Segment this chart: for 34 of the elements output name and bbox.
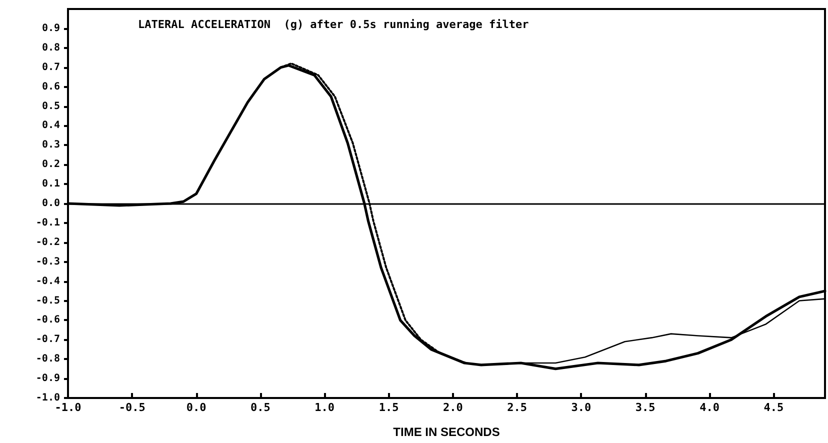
x-tick-label: -0.5 <box>118 401 146 414</box>
x-tick-label: 1.0 <box>314 401 335 414</box>
y-tick-label: -0.9 <box>36 373 60 384</box>
x-tick-label: 4.0 <box>700 401 720 414</box>
y-tick-label: 0.7 <box>42 62 60 73</box>
x-axis-title: TIME IN SECONDS <box>393 425 500 439</box>
y-tick-label: 0.8 <box>42 42 60 54</box>
y-tick-label: -0.6 <box>36 314 60 326</box>
y-tick-label: 0.3 <box>42 140 60 151</box>
y-tick-label: -0.3 <box>36 256 60 268</box>
x-tick-label: 2.0 <box>442 401 463 414</box>
y-tick-label: 0.4 <box>42 120 60 132</box>
y-tick-label: -0.5 <box>36 295 60 306</box>
x-tick-label: 0.0 <box>186 401 206 414</box>
y-tick-label: -0.1 <box>36 217 60 228</box>
y-tick-label: -0.2 <box>36 236 60 248</box>
y-tick-label: -0.8 <box>36 354 60 365</box>
x-tick-label: 4.5 <box>764 401 784 414</box>
y-tick-label: -1.0 <box>36 392 60 404</box>
x-tick-label: 3.5 <box>635 401 656 414</box>
x-tick-label: 1.5 <box>378 401 399 414</box>
y-tick-label: -0.7 <box>36 334 60 346</box>
x-tick-label: 2.5 <box>507 401 528 414</box>
x-tick-label: 0.5 <box>250 401 270 414</box>
y-tick-label: 0.0 <box>42 198 60 209</box>
y-tick-label: 0.2 <box>42 159 60 170</box>
y-tick-label: 0.9 <box>42 22 60 34</box>
y-tick-label: -0.4 <box>36 276 60 287</box>
y-tick-label: 0.5 <box>42 100 60 112</box>
y-tick-label: 0.6 <box>42 81 60 92</box>
text: LATERAL ACCELERATION (g) after 0.5s running average filter <box>138 18 530 31</box>
y-tick-label: 0.1 <box>42 178 60 190</box>
x-tick-label: -1.0 <box>54 401 82 414</box>
x-tick-label: 3.0 <box>571 401 592 414</box>
